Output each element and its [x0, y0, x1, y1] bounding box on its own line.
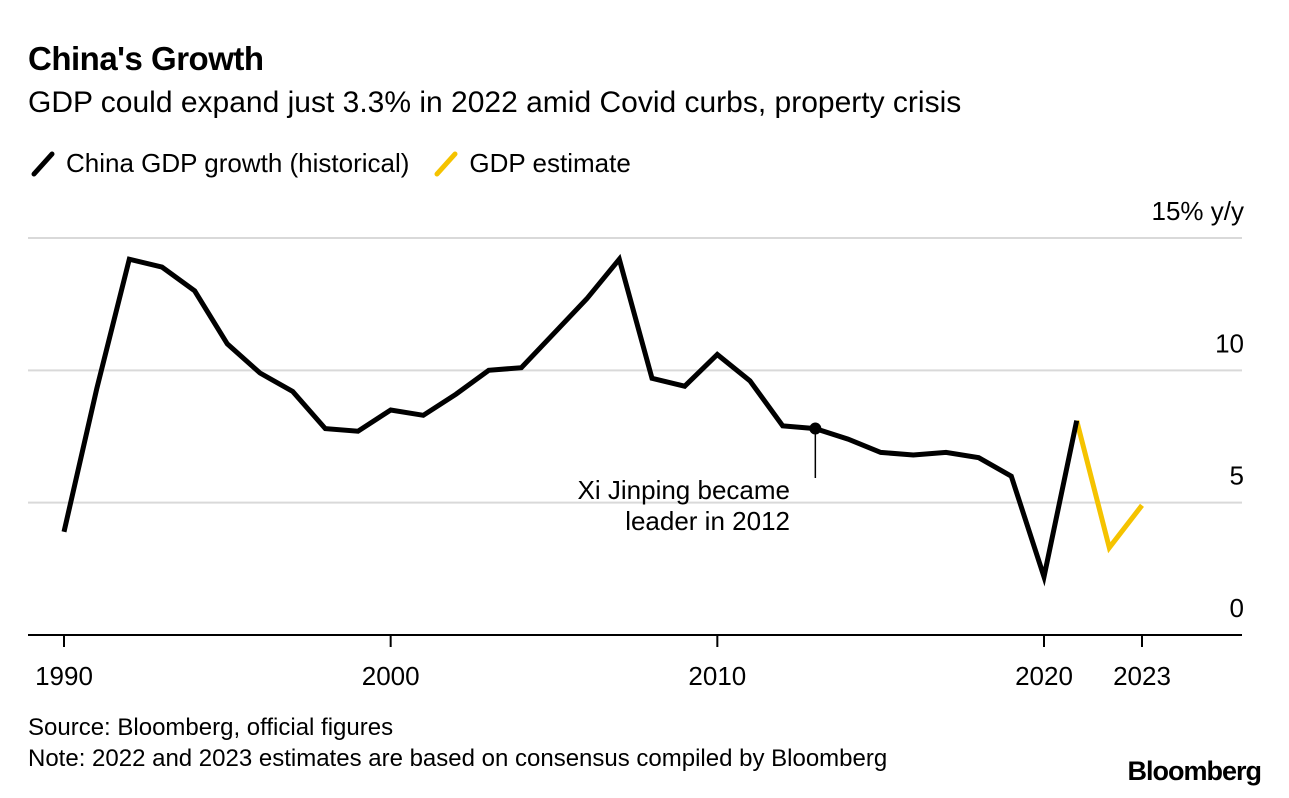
x-tick-label: 2023: [1113, 661, 1171, 691]
y-tick-label: 5: [1230, 461, 1244, 491]
legend: China GDP growth (historical) GDP estima…: [28, 148, 653, 179]
series-line-historical: [61, 253, 1080, 587]
x-tick-label: 2020: [1015, 661, 1073, 691]
x-tick-label: 2000: [362, 661, 420, 691]
source-block: Source: Bloomberg, official figures Note…: [28, 712, 887, 774]
x-tick-label: 1990: [35, 661, 93, 691]
bloomberg-logo: Bloomberg: [1127, 756, 1262, 786]
y-tick-label: 10: [1215, 328, 1244, 358]
legend-item-historical: China GDP growth (historical): [28, 148, 409, 179]
y-tick-label: 15% y/y: [1152, 196, 1245, 226]
note-text: Note: 2022 and 2023 estimates are based …: [28, 745, 888, 772]
annotation-text-line1: Xi Jinping became: [578, 475, 790, 505]
legend-label-historical: China GDP growth (historical): [66, 148, 410, 178]
legend-swatch-estimate: [434, 151, 458, 176]
annotation-marker: [809, 422, 822, 435]
x-tick-label: 2010: [688, 661, 746, 691]
chart-title: China's Growth: [28, 40, 264, 77]
legend-item-estimate: GDP estimate: [431, 148, 631, 179]
y-tick-label: 0: [1230, 593, 1244, 623]
chart-subtitle: GDP could expand just 3.3% in 2022 amid …: [28, 86, 962, 119]
series-line-estimate: [1074, 419, 1144, 554]
source-text: Source: Bloomberg, official figures: [28, 714, 394, 741]
legend-swatch-historical: [31, 151, 55, 176]
legend-label-estimate: GDP estimate: [469, 148, 631, 178]
annotation-text-line2: leader in 2012: [625, 506, 790, 536]
